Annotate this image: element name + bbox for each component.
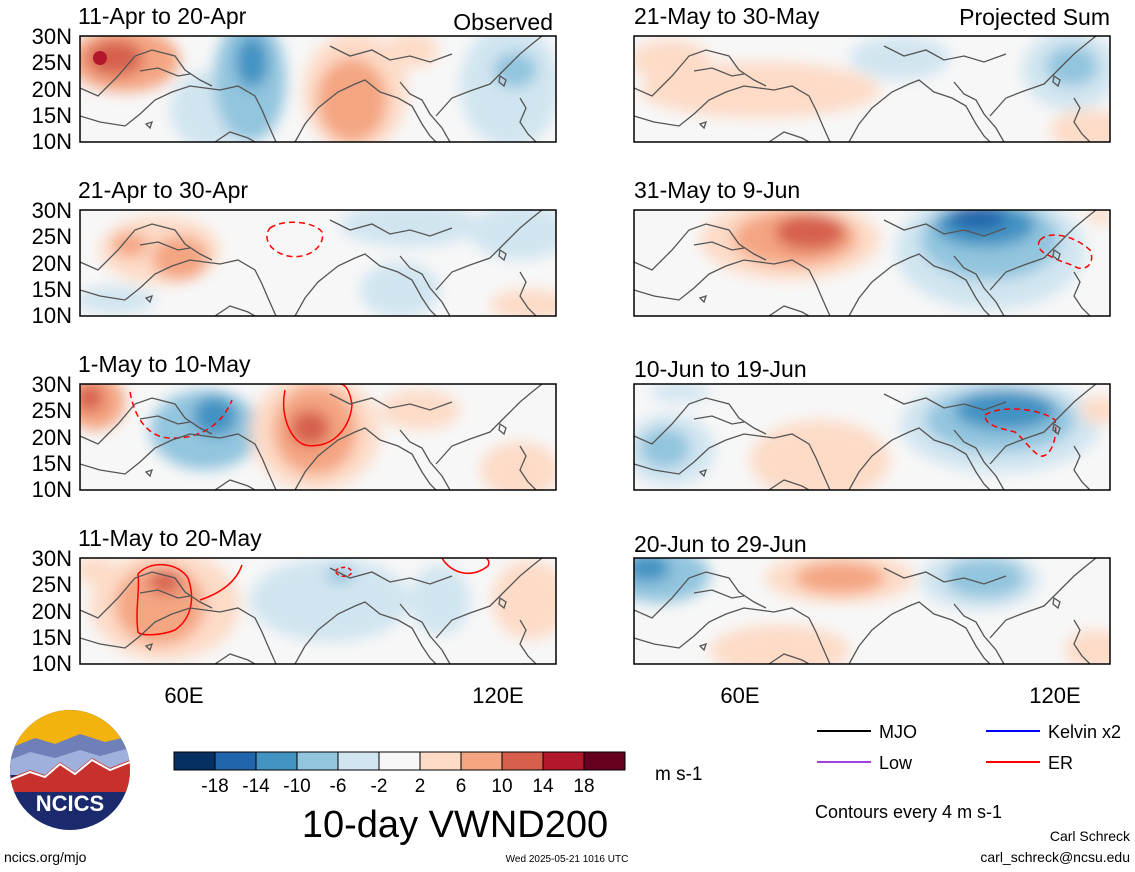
legend-label: Kelvin x2 (1048, 722, 1121, 742)
svg-text:10N: 10N (32, 303, 72, 328)
svg-text:15N: 15N (32, 103, 72, 128)
site-url: ncics.org/mjo (4, 849, 87, 865)
svg-text:20N: 20N (32, 77, 72, 102)
colorbar-swatch (542, 751, 585, 771)
panel-title-right-1: 21-May to 30-May (634, 3, 820, 29)
colorbar-swatch (460, 751, 503, 771)
panel-title-left-1: 11-Apr to 20-Apr (78, 3, 247, 29)
colorbar-swatch (501, 751, 544, 771)
author-email: carl_schreck@ncsu.edu (980, 849, 1130, 865)
svg-text:30N: 30N (32, 198, 72, 223)
map-panel-left-4 (79, 557, 557, 665)
contour-note: Contours every 4 m s-1 (815, 802, 1002, 822)
panel-title-right-3: 10-Jun to 19-Jun (634, 356, 807, 382)
figure-title: 10-day VWND200 (302, 804, 608, 846)
colorbar-tick-label: -2 (371, 776, 388, 797)
colorbar-swatch (296, 751, 339, 771)
svg-text:10N: 10N (32, 129, 72, 154)
colorbar-tick-label: -18 (201, 776, 228, 797)
svg-text:15N: 15N (32, 277, 72, 302)
colorbar-swatch (583, 751, 626, 771)
map-panel-right-1 (633, 35, 1111, 143)
svg-text:25N: 25N (32, 224, 72, 249)
map-panel-right-4 (633, 557, 1111, 665)
lon-label-left-60e: 60E (164, 683, 203, 708)
lon-label-right-60e: 60E (720, 683, 759, 708)
legend-label: MJO (879, 722, 917, 742)
svg-text:15N: 15N (32, 625, 72, 650)
colorbar-swatch (173, 751, 216, 771)
panel-title-right-2: 31-May to 9-Jun (634, 177, 800, 203)
colorbar-tick-label: 2 (415, 776, 426, 797)
svg-text:10N: 10N (32, 651, 72, 676)
panel-title-right-4: 20-Jun to 29-Jun (634, 531, 807, 557)
svg-text:10N: 10N (32, 477, 72, 502)
lon-label-left-120e: 120E (472, 683, 523, 708)
timestamp: Wed 2025-05-21 1016 UTC (506, 854, 629, 865)
colorbar-swatch (337, 751, 380, 771)
svg-text:25N: 25N (32, 572, 72, 597)
logo-text: NCICS (36, 791, 104, 816)
lon-label-right-120e: 120E (1029, 683, 1080, 708)
svg-text:15N: 15N (32, 451, 72, 476)
legend-label: Low (879, 753, 913, 773)
svg-text:30N: 30N (32, 24, 72, 49)
colorbar-tick-label: 18 (573, 776, 594, 797)
author-name: Carl Schreck (1050, 828, 1131, 844)
svg-text:25N: 25N (32, 398, 72, 423)
lat-axis-left-3: 30N 25N 20N 15N 10N (32, 372, 72, 502)
map-panel-right-3 (633, 383, 1111, 491)
svg-text:20N: 20N (32, 425, 72, 450)
colorbar-swatch (419, 751, 462, 771)
colorbar-tick-label: 14 (532, 776, 554, 797)
svg-text:30N: 30N (32, 546, 72, 571)
map-panel-left-3 (79, 383, 557, 491)
projected-sum-label: Projected Sum (959, 4, 1110, 30)
legend-label: ER (1048, 753, 1073, 773)
colorbar-tick-label: -10 (283, 776, 310, 797)
panel-title-left-3: 1-May to 10-May (78, 351, 251, 377)
lat-axis-left-1: 30N 25N 20N 15N 10N (32, 24, 72, 154)
units-label: m s-1 (655, 764, 703, 785)
colorbar-tick-label: 6 (456, 776, 467, 797)
colorbar-tick-label: -14 (242, 776, 270, 797)
colorbar-swatch (214, 751, 257, 771)
lat-axis-left-4: 30N 25N 20N 15N 10N (32, 546, 72, 676)
svg-text:20N: 20N (32, 599, 72, 624)
map-panel-right-2 (633, 209, 1111, 317)
panel-title-left-4: 11-May to 20-May (78, 525, 262, 551)
colorbar-tick-label: -6 (330, 776, 347, 797)
map-panel-left-1 (79, 35, 557, 143)
lat-axis-left-2: 30N 25N 20N 15N 10N (32, 198, 72, 328)
colorbar-tick-label: 10 (491, 776, 512, 797)
colorbar-swatch (255, 751, 298, 771)
panel-title-left-2: 21-Apr to 30-Apr (78, 177, 248, 203)
colorbar: -18 -14 -10 -6 -2 2 6 10 14 18 (173, 751, 626, 797)
observed-label: Observed (453, 9, 553, 35)
svg-text:25N: 25N (32, 50, 72, 75)
ncics-logo: NCICS (10, 710, 130, 830)
svg-text:20N: 20N (32, 251, 72, 276)
colorbar-swatch (378, 751, 421, 771)
legend: MJO Kelvin x2 Low ER (817, 722, 1121, 773)
svg-text:30N: 30N (32, 372, 72, 397)
map-panel-left-2 (79, 209, 557, 317)
